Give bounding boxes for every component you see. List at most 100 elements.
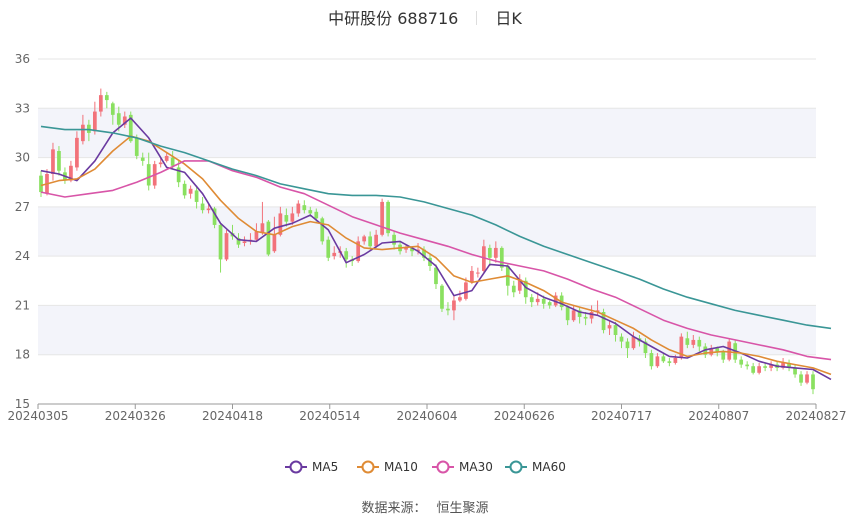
- stock-name: 中研股份 688716: [328, 9, 459, 28]
- candle: [547, 300, 552, 309]
- candle-body: [236, 238, 241, 245]
- candle-body: [434, 267, 438, 285]
- candle: [631, 331, 636, 350]
- candle: [601, 308, 606, 334]
- candle-body: [134, 137, 139, 156]
- candle: [158, 157, 163, 168]
- candle-body: [410, 247, 414, 252]
- candle: [266, 220, 271, 257]
- candle-body: [170, 157, 175, 166]
- candle: [51, 142, 55, 181]
- candle-body: [296, 203, 301, 214]
- candle-body: [583, 316, 588, 319]
- data-source: 数据来源： 恒生聚源: [0, 497, 850, 516]
- candle: [122, 111, 127, 128]
- candle-body: [158, 162, 163, 165]
- source-label: 数据来源：: [361, 501, 427, 516]
- candle-body: [721, 351, 726, 360]
- candle: [146, 152, 151, 191]
- candle: [613, 321, 618, 342]
- legend-item-ma5: MA5: [285, 460, 338, 474]
- candle: [332, 246, 337, 260]
- y-tick-label: 33: [15, 101, 30, 115]
- candle: [386, 200, 390, 237]
- candle: [200, 197, 205, 214]
- series-line-ma5: [40, 117, 832, 381]
- x-tick-label: 20240827: [785, 409, 846, 423]
- candle-body: [368, 236, 373, 247]
- candle: [75, 131, 79, 171]
- legend-marker: [289, 460, 303, 474]
- candle: [458, 290, 462, 303]
- candle-body: [39, 175, 43, 193]
- candle: [260, 201, 265, 235]
- candle-body: [200, 203, 205, 211]
- candle-body: [314, 211, 319, 219]
- candle-body: [781, 362, 785, 368]
- candle: [110, 101, 115, 125]
- legend-marker: [361, 460, 375, 474]
- candle: [691, 335, 696, 349]
- candle-body: [69, 165, 73, 181]
- candle: [218, 223, 223, 273]
- candle: [290, 206, 295, 225]
- candle-body: [206, 208, 211, 211]
- candle: [320, 216, 325, 245]
- candle-body: [613, 325, 618, 335]
- candle: [422, 246, 426, 262]
- candle-body: [476, 272, 480, 274]
- y-tick-label: 27: [15, 200, 30, 214]
- candle: [529, 293, 534, 308]
- candle: [362, 234, 367, 245]
- candle: [577, 307, 582, 324]
- candle-body: [805, 374, 809, 383]
- grid-band: [38, 108, 816, 158]
- candle-body: [242, 241, 247, 243]
- candle: [296, 200, 301, 217]
- candle-body: [571, 310, 576, 321]
- candle-body: [511, 285, 516, 293]
- candle-body: [673, 358, 678, 363]
- y-tick-label: 30: [15, 151, 30, 165]
- candle-body: [266, 221, 271, 255]
- candle-body: [290, 213, 295, 222]
- candle-body: [529, 297, 534, 303]
- candle-body: [320, 218, 325, 242]
- candle-body: [577, 310, 582, 317]
- candle-body: [811, 374, 815, 390]
- candle-body: [493, 247, 498, 258]
- candle: [368, 231, 373, 250]
- candle-body: [787, 362, 791, 368]
- candle-body: [146, 164, 151, 186]
- candle: [98, 88, 103, 117]
- candle-body: [541, 298, 546, 304]
- candle-body: [302, 205, 307, 211]
- candle-body: [745, 364, 750, 367]
- candle-body: [284, 215, 289, 222]
- x-tick-label: 20240717: [591, 409, 652, 423]
- candle-body: [116, 113, 121, 125]
- candle: [739, 356, 744, 368]
- candle: [811, 371, 815, 395]
- candle-body: [218, 224, 223, 260]
- candle-body: [535, 298, 540, 303]
- candle: [787, 359, 791, 372]
- candle: [374, 229, 378, 248]
- candle-body: [122, 116, 127, 125]
- candle: [625, 338, 630, 358]
- candle-body: [224, 233, 229, 260]
- candle-body: [799, 374, 803, 383]
- y-tick-label: 36: [15, 52, 30, 66]
- candle: [302, 200, 307, 214]
- candle: [182, 180, 187, 199]
- x-tick-label: 20240305: [7, 409, 68, 423]
- series-line-ma30: [40, 160, 832, 361]
- candle: [757, 362, 762, 375]
- candle: [679, 333, 684, 360]
- candle: [685, 331, 690, 349]
- grid-band: [38, 305, 816, 355]
- candle-body: [685, 338, 690, 345]
- candle: [505, 264, 510, 296]
- chart-title: 中研股份 688716 日K: [0, 5, 850, 29]
- candle: [206, 203, 211, 214]
